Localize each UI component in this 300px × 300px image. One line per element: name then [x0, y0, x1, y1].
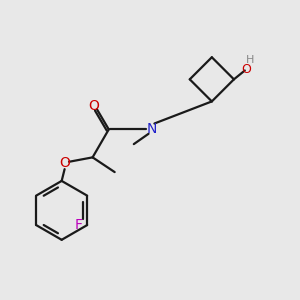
Text: O: O — [88, 99, 100, 113]
Text: F: F — [75, 218, 83, 232]
Text: N: N — [146, 122, 157, 136]
Text: H: H — [246, 55, 254, 65]
Text: O: O — [59, 156, 70, 170]
Text: O: O — [241, 62, 251, 76]
